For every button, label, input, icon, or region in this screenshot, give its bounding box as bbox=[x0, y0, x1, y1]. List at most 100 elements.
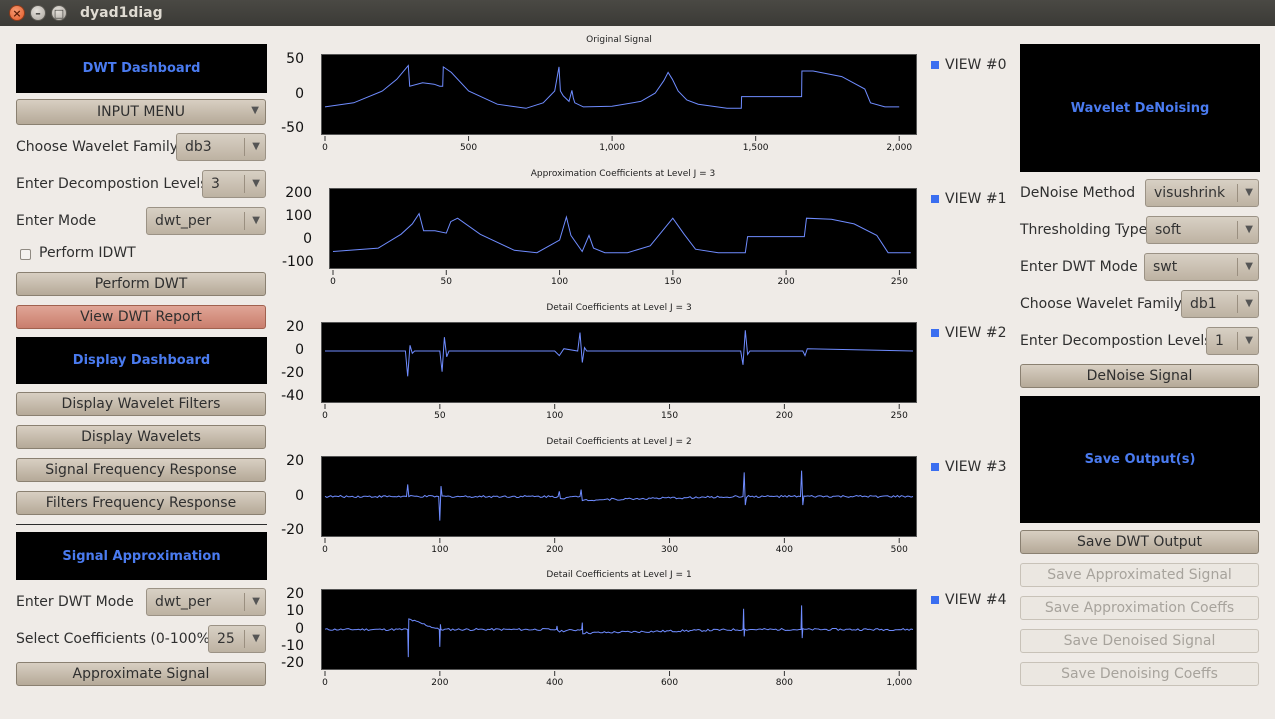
x-tick-label: 200 bbox=[546, 545, 564, 555]
chevron-down-icon: ▼ bbox=[252, 596, 260, 607]
maximize-icon[interactable]: □ bbox=[51, 5, 67, 21]
x-tick-label: 0 bbox=[322, 143, 328, 153]
chevron-down-icon: ▼ bbox=[1245, 187, 1253, 198]
wavelet-family-value: db3 bbox=[185, 139, 212, 155]
y-tick-label: -40 bbox=[281, 388, 304, 404]
x-tick-label: 200 bbox=[777, 277, 795, 287]
denoise-wavelet-family-select[interactable]: db1 ▼ bbox=[1181, 290, 1259, 318]
chart-title-0: Original Signal bbox=[586, 35, 652, 45]
coefficients-label: Select Coefficients (0-100%) bbox=[16, 631, 216, 647]
view-2-label: VIEW #2 bbox=[945, 325, 1007, 341]
x-tick-label: 1,500 bbox=[742, 143, 769, 153]
denoise-signal-button[interactable]: DeNoise Signal bbox=[1020, 364, 1259, 388]
chart-title-1: Approximation Coefficients at Level J = … bbox=[530, 169, 716, 179]
view-dwt-report-button[interactable]: View DWT Report bbox=[16, 305, 266, 329]
y-tick-label: 20 bbox=[286, 586, 304, 602]
wavelet-family-select[interactable]: db3 ▼ bbox=[176, 133, 266, 161]
x-tick-label: 500 bbox=[459, 143, 478, 153]
coefficients-value: 25 bbox=[217, 631, 235, 647]
y-tick-label: -100 bbox=[282, 254, 314, 270]
denoise-levels-value: 1 bbox=[1215, 333, 1224, 349]
approximate-signal-button[interactable]: Approximate Signal bbox=[16, 662, 266, 686]
square-icon bbox=[931, 463, 939, 471]
view-2-toggle[interactable]: VIEW #2 bbox=[931, 325, 1006, 341]
denoise-method-select[interactable]: visushrink ▼ bbox=[1145, 179, 1259, 207]
denoise-levels-select[interactable]: 1 ▼ bbox=[1206, 327, 1259, 355]
view-0-toggle[interactable]: VIEW #0 bbox=[931, 57, 1006, 73]
thresholding-label: Thresholding Type bbox=[1020, 222, 1148, 238]
view-3-label: VIEW #3 bbox=[945, 459, 1007, 475]
save-dwt-output-button[interactable]: Save DWT Output bbox=[1020, 530, 1259, 554]
y-tick-label: 50 bbox=[286, 51, 304, 67]
denoise-levels-label: Enter Decompostion Levels bbox=[1020, 333, 1212, 349]
signal-approximation-header: Signal Approximation bbox=[16, 532, 267, 580]
y-tick-label: 0 bbox=[295, 620, 304, 637]
denoise-dwt-mode-select[interactable]: swt ▼ bbox=[1144, 253, 1259, 281]
display-wavelet-filters-button[interactable]: Display Wavelet Filters bbox=[16, 392, 266, 416]
chevron-down-icon: ▼ bbox=[1245, 335, 1253, 346]
y-tick-label: -20 bbox=[281, 655, 304, 671]
x-tick-label: 300 bbox=[660, 545, 679, 555]
square-icon bbox=[931, 61, 939, 69]
levels-label: Enter Decompostion Levels bbox=[16, 176, 208, 192]
perform-dwt-button[interactable]: Perform DWT bbox=[16, 272, 266, 296]
mode-select[interactable]: dwt_per ▼ bbox=[146, 207, 266, 235]
y-tick-label: 0 bbox=[295, 85, 304, 102]
approx-mode-label: Enter DWT Mode bbox=[16, 594, 134, 610]
denoise-dwt-mode-label: Enter DWT Mode bbox=[1020, 259, 1138, 275]
denoise-wavelet-family-value: db1 bbox=[1190, 296, 1217, 312]
chevron-down-icon: ▼ bbox=[252, 633, 260, 644]
square-icon bbox=[931, 596, 939, 604]
approx-mode-value: dwt_per bbox=[155, 594, 212, 610]
coefficients-select[interactable]: 25 ▼ bbox=[208, 625, 266, 653]
y-tick-label: -10 bbox=[281, 637, 304, 654]
idwt-label: Perform IDWT bbox=[39, 245, 136, 261]
idwt-checkbox[interactable] bbox=[20, 249, 31, 260]
filters-frequency-response-button[interactable]: Filters Frequency Response bbox=[16, 491, 266, 515]
chevron-down-icon: ▼ bbox=[251, 105, 259, 116]
close-icon[interactable]: × bbox=[9, 5, 25, 21]
view-1-toggle[interactable]: VIEW #1 bbox=[931, 191, 1006, 207]
denoise-method-label: DeNoise Method bbox=[1020, 185, 1136, 201]
x-tick-label: 250 bbox=[890, 411, 908, 421]
square-icon bbox=[931, 329, 939, 337]
y-tick-label: 0 bbox=[295, 342, 304, 358]
x-tick-label: 500 bbox=[890, 545, 908, 555]
x-tick-label: 250 bbox=[890, 277, 908, 287]
chevron-down-icon: ▼ bbox=[252, 178, 260, 189]
x-tick-label: 50 bbox=[440, 277, 452, 287]
levels-select[interactable]: 3 ▼ bbox=[202, 170, 266, 198]
plot-area-0 bbox=[321, 54, 917, 135]
y-tick-label: 0 bbox=[303, 231, 312, 247]
minimize-icon[interactable]: – bbox=[30, 5, 46, 21]
input-menu-button[interactable]: INPUT MENU ▼ bbox=[16, 99, 266, 125]
x-tick-label: 50 bbox=[434, 411, 446, 421]
levels-value: 3 bbox=[211, 176, 220, 192]
x-tick-label: 2,000 bbox=[886, 143, 913, 153]
denoise-method-value: visushrink bbox=[1154, 185, 1226, 201]
x-tick-label: 1,000 bbox=[599, 143, 625, 153]
save-denoising-coeffs-button[interactable]: Save Denoising Coeffs bbox=[1020, 662, 1259, 686]
approx-mode-select[interactable]: dwt_per ▼ bbox=[146, 588, 266, 616]
chevron-down-icon: ▼ bbox=[252, 215, 260, 226]
signal-frequency-response-button[interactable]: Signal Frequency Response bbox=[16, 458, 266, 482]
thresholding-select[interactable]: soft ▼ bbox=[1146, 216, 1259, 244]
save-denoised-signal-button[interactable]: Save Denoised Signal bbox=[1020, 629, 1259, 653]
chart-title-4: Detail Coefficients at Level J = 1 bbox=[546, 570, 692, 580]
x-tick-label: 1,000 bbox=[886, 678, 913, 688]
save-approximated-signal-button[interactable]: Save Approximated Signal bbox=[1020, 563, 1259, 587]
square-icon bbox=[931, 195, 939, 203]
display-wavelets-button[interactable]: Display Wavelets bbox=[16, 425, 266, 449]
x-tick-label: 200 bbox=[431, 678, 449, 688]
x-tick-label: 0 bbox=[330, 277, 336, 287]
plot-area-3 bbox=[321, 456, 917, 537]
x-tick-label: 100 bbox=[546, 411, 564, 421]
x-tick-label: 100 bbox=[550, 277, 569, 287]
view-4-toggle[interactable]: VIEW #4 bbox=[931, 592, 1006, 608]
view-3-toggle[interactable]: VIEW #3 bbox=[931, 459, 1006, 475]
chart-title-2: Detail Coefficients at Level J = 3 bbox=[546, 303, 692, 313]
y-tick-label: -50 bbox=[281, 120, 304, 136]
save-approximation-coeffs-button[interactable]: Save Approximation Coeffs bbox=[1020, 596, 1259, 620]
view-4-label: VIEW #4 bbox=[945, 592, 1007, 608]
plot-area-1 bbox=[329, 188, 917, 269]
